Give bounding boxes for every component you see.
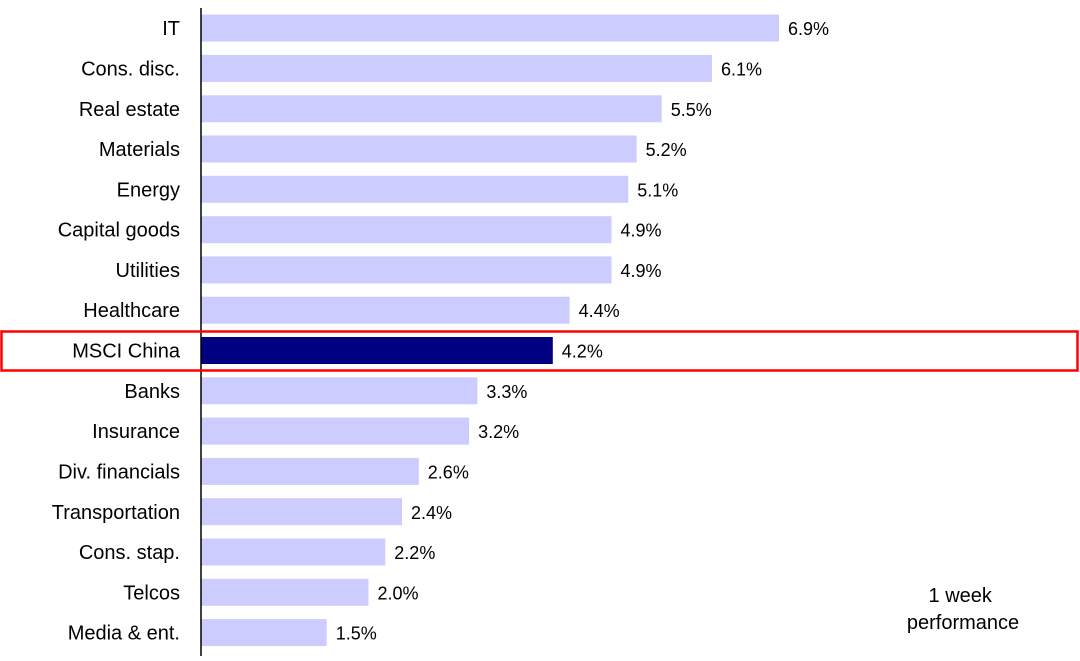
bar-cons-disc [201,54,712,82]
bar-banks [201,377,478,405]
value-label-healthcare: 4.4% [579,301,620,321]
value-label-media-and-ent: 1.5% [336,624,377,644]
bar-msci-china [201,337,553,364]
bar-telcos [201,578,369,606]
value-label-banks: 3.3% [486,382,527,402]
value-label-insurance: 3.2% [478,422,519,442]
value-label-telcos: 2.0% [378,583,419,603]
bar-cons-stap [201,538,386,566]
category-label-it: IT [162,18,180,40]
bar-it [201,14,779,42]
msci-china-highlight-box [0,330,1079,372]
value-label-cons-disc: 6.1% [721,59,762,79]
value-label-div-financials: 2.6% [428,462,469,482]
labels-layer: IT 6.9% Cons. disc. 6.1% Real estate 5.5% Mate… [52,18,829,645]
category-label-utilities: Utilities [116,260,180,282]
bar-energy [201,175,629,203]
category-label-msci-china: MSCI China [72,341,181,363]
category-label-div-financials: Div. financials [58,461,180,483]
value-label-cons-stap: 2.2% [394,543,435,563]
value-label-transportation: 2.4% [411,503,452,523]
bar-real-estate [201,95,662,123]
category-label-energy: Energy [117,179,180,201]
bar-capital-goods [201,216,612,244]
bar-div-financials [201,457,419,485]
value-label-utilities: 4.9% [621,261,662,281]
bar-healthcare [201,296,570,324]
value-label-it: 6.9% [788,19,829,39]
bars-layer [201,14,779,647]
bar-transportation [201,498,402,526]
value-label-real-estate: 5.5% [671,100,712,120]
category-label-transportation: Transportation [52,502,180,524]
category-label-telcos: Telcos [123,582,180,604]
category-label-capital-goods: Capital goods [58,220,180,242]
value-label-capital-goods: 4.9% [621,221,662,241]
bar-utilities [201,256,612,284]
annotation-line-2: performance [907,612,1019,634]
value-label-msci-china: 4.2% [562,342,603,362]
category-label-materials: Materials [99,139,180,161]
category-label-insurance: Insurance [92,421,180,443]
bar-media-and-ent [201,619,327,647]
value-label-energy: 5.1% [637,180,678,200]
value-label-materials: 5.2% [646,140,687,160]
category-label-real-estate: Real estate [79,99,180,121]
category-label-media-and-ent: Media & ent. [68,623,180,645]
category-label-cons-disc: Cons. disc. [81,58,180,80]
category-label-banks: Banks [124,381,180,403]
category-label-healthcare: Healthcare [83,300,180,322]
category-label-cons-stap: Cons. stap. [79,542,180,564]
chart-annotation: 1 week performance [907,585,1019,634]
bar-materials [201,135,637,163]
bar-insurance [201,417,470,445]
annotation-line-1: 1 week [929,585,993,607]
